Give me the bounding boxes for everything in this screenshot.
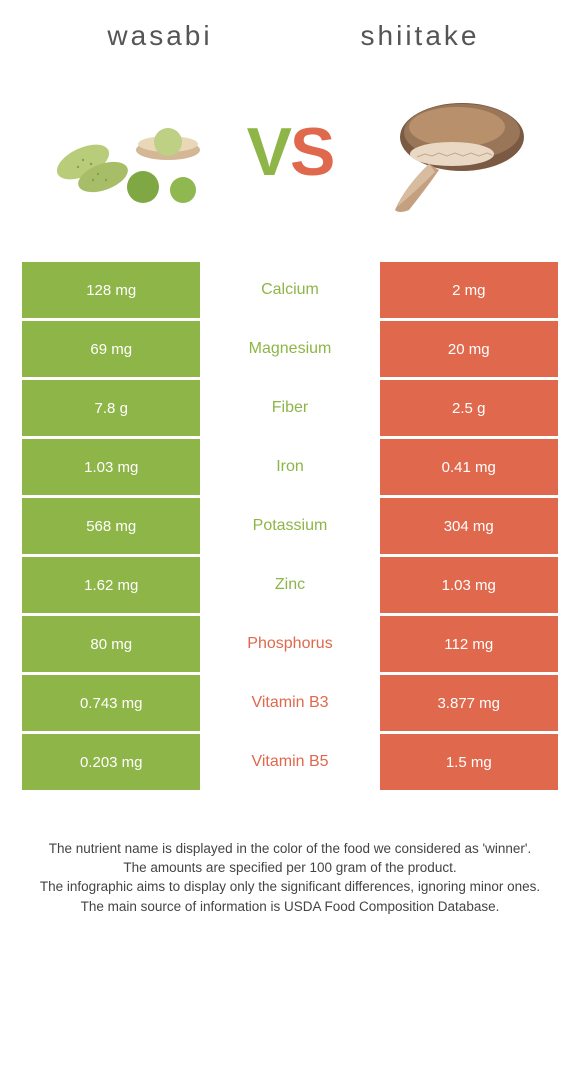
wasabi-image xyxy=(40,92,227,212)
nutrient-name: Vitamin B3 xyxy=(200,675,379,731)
right-value: 3.877 mg xyxy=(380,675,558,731)
table-row: 1.62 mgZinc1.03 mg xyxy=(22,557,558,613)
left-value: 1.03 mg xyxy=(22,439,200,495)
table-row: 7.8 gFiber2.5 g xyxy=(22,380,558,436)
right-value: 2.5 g xyxy=(380,380,558,436)
table-row: 1.03 mgIron0.41 mg xyxy=(22,439,558,495)
right-value: 1.5 mg xyxy=(380,734,558,790)
left-value: 0.743 mg xyxy=(22,675,200,731)
vs-s: S xyxy=(290,114,333,190)
vs-label: VS xyxy=(247,113,334,191)
images-row: VS xyxy=(10,82,570,222)
left-value: 69 mg xyxy=(22,321,200,377)
left-value: 568 mg xyxy=(22,498,200,554)
footer-line-4: The main source of information is USDA F… xyxy=(18,898,562,916)
footer-line-1: The nutrient name is displayed in the co… xyxy=(18,840,562,858)
header-row: wasabi shiitake xyxy=(10,20,570,52)
footer-line-2: The amounts are specified per 100 gram o… xyxy=(18,859,562,877)
footer-line-3: The infographic aims to display only the… xyxy=(18,878,562,896)
nutrient-name: Phosphorus xyxy=(200,616,379,672)
nutrient-name: Magnesium xyxy=(200,321,379,377)
right-value: 1.03 mg xyxy=(380,557,558,613)
nutrient-name: Fiber xyxy=(200,380,379,436)
footer-text: The nutrient name is displayed in the co… xyxy=(10,840,570,916)
shiitake-image xyxy=(353,82,540,222)
right-value: 20 mg xyxy=(380,321,558,377)
left-value: 128 mg xyxy=(22,262,200,318)
left-value: 1.62 mg xyxy=(22,557,200,613)
table-row: 568 mgPotassium304 mg xyxy=(22,498,558,554)
right-value: 2 mg xyxy=(380,262,558,318)
left-food-title: wasabi xyxy=(30,20,290,52)
table-row: 80 mgPhosphorus112 mg xyxy=(22,616,558,672)
left-value: 0.203 mg xyxy=(22,734,200,790)
nutrient-name: Potassium xyxy=(200,498,379,554)
right-value: 112 mg xyxy=(380,616,558,672)
table-row: 69 mgMagnesium20 mg xyxy=(22,321,558,377)
table-row: 128 mgCalcium2 mg xyxy=(22,262,558,318)
table-row: 0.203 mgVitamin B51.5 mg xyxy=(22,734,558,790)
right-value: 304 mg xyxy=(380,498,558,554)
table-row: 0.743 mgVitamin B33.877 mg xyxy=(22,675,558,731)
nutrient-table: 128 mgCalcium2 mg69 mgMagnesium20 mg7.8 … xyxy=(10,262,570,790)
vs-v: V xyxy=(247,114,290,190)
right-food-title: shiitake xyxy=(290,20,550,52)
right-value: 0.41 mg xyxy=(380,439,558,495)
nutrient-name: Zinc xyxy=(200,557,379,613)
left-value: 7.8 g xyxy=(22,380,200,436)
nutrient-name: Calcium xyxy=(200,262,379,318)
nutrient-name: Iron xyxy=(200,439,379,495)
left-value: 80 mg xyxy=(22,616,200,672)
nutrient-name: Vitamin B5 xyxy=(200,734,379,790)
